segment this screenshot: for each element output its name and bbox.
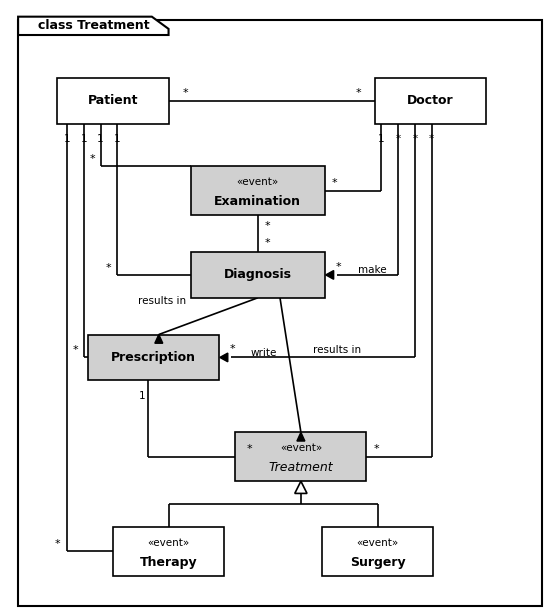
Text: 1: 1 bbox=[378, 134, 385, 144]
FancyBboxPatch shape bbox=[18, 20, 542, 607]
Text: 1: 1 bbox=[81, 134, 87, 144]
Text: 1: 1 bbox=[97, 134, 104, 144]
Text: Treatment: Treatment bbox=[269, 461, 333, 474]
Polygon shape bbox=[155, 335, 163, 343]
Text: *: * bbox=[374, 444, 379, 454]
Text: *: * bbox=[429, 134, 434, 144]
Text: *: * bbox=[246, 444, 252, 454]
Polygon shape bbox=[326, 271, 334, 279]
Text: results in: results in bbox=[138, 296, 186, 306]
Text: Prescription: Prescription bbox=[111, 351, 196, 364]
Text: *: * bbox=[332, 178, 338, 188]
FancyBboxPatch shape bbox=[191, 252, 325, 298]
Text: *: * bbox=[412, 134, 417, 144]
Text: Surgery: Surgery bbox=[349, 556, 405, 569]
Text: *: * bbox=[230, 344, 235, 354]
Polygon shape bbox=[295, 481, 307, 494]
FancyBboxPatch shape bbox=[375, 78, 486, 123]
Text: *: * bbox=[54, 539, 60, 549]
Text: *: * bbox=[355, 88, 361, 98]
Text: *: * bbox=[265, 238, 270, 248]
Text: *: * bbox=[335, 262, 342, 272]
FancyBboxPatch shape bbox=[322, 527, 433, 576]
Text: *: * bbox=[90, 154, 95, 164]
Text: «event»: «event» bbox=[356, 538, 399, 548]
Polygon shape bbox=[297, 432, 305, 441]
Text: *: * bbox=[73, 345, 78, 355]
Text: «event»: «event» bbox=[280, 443, 322, 453]
FancyBboxPatch shape bbox=[191, 166, 325, 216]
Text: *: * bbox=[265, 221, 270, 231]
Text: Diagnosis: Diagnosis bbox=[223, 268, 292, 281]
Text: *: * bbox=[183, 88, 188, 98]
Text: Examination: Examination bbox=[214, 195, 301, 208]
FancyBboxPatch shape bbox=[57, 78, 169, 123]
Text: Therapy: Therapy bbox=[140, 556, 197, 569]
FancyBboxPatch shape bbox=[235, 432, 366, 481]
FancyBboxPatch shape bbox=[88, 335, 219, 380]
Text: 1: 1 bbox=[114, 134, 120, 144]
Text: results in: results in bbox=[312, 345, 361, 355]
Text: 1: 1 bbox=[64, 134, 71, 144]
Text: Doctor: Doctor bbox=[407, 94, 454, 107]
Polygon shape bbox=[220, 353, 228, 362]
Text: class Treatment: class Treatment bbox=[38, 19, 149, 33]
Text: Patient: Patient bbox=[87, 94, 138, 107]
Polygon shape bbox=[18, 17, 169, 35]
Text: «event»: «event» bbox=[236, 177, 279, 187]
Text: *: * bbox=[106, 263, 112, 273]
Text: «event»: «event» bbox=[147, 538, 190, 548]
Text: 1: 1 bbox=[139, 391, 146, 400]
FancyBboxPatch shape bbox=[113, 527, 224, 576]
Text: write: write bbox=[251, 348, 277, 357]
Text: make: make bbox=[358, 265, 386, 275]
Text: *: * bbox=[395, 134, 401, 144]
